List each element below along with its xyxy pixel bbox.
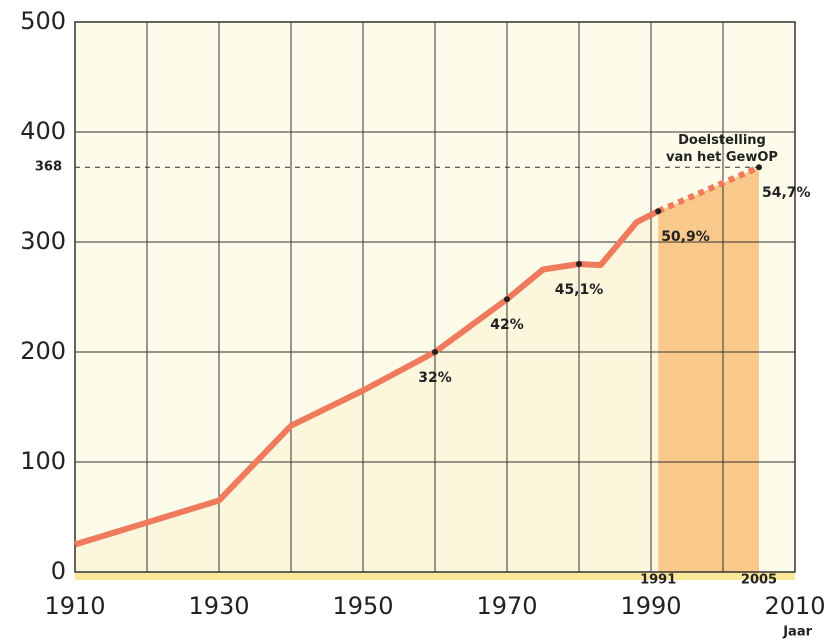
line	[656, 164, 761, 214]
plot-frame	[74, 21, 796, 573]
target-annotation: Doelstelling van het GewOP	[666, 133, 778, 165]
x-tick-label: 1970	[476, 592, 537, 620]
annotation-label: 45,1%	[555, 282, 604, 298]
annotation-label: 42%	[490, 317, 524, 333]
target-label: 368	[35, 160, 62, 175]
annotation-point	[756, 164, 762, 171]
annotation-point	[576, 261, 582, 267]
y-tick-label: 200	[20, 337, 66, 365]
x-tick-label: 2010	[764, 592, 825, 620]
highlight-label: 2005	[741, 573, 777, 588]
annotation-label: 50,9%	[661, 229, 710, 245]
y-tick-label: 300	[20, 227, 66, 255]
area	[658, 167, 759, 572]
x-tick-label: 1930	[188, 592, 249, 620]
highlight-label: 1991	[640, 573, 676, 588]
annotation-point	[504, 296, 510, 303]
axis-band	[75, 572, 795, 580]
y-tick-label: 500	[20, 7, 66, 35]
y-tick-label: 0	[51, 557, 66, 585]
x-tick-label: 1950	[332, 592, 393, 620]
annotation-point	[655, 208, 662, 215]
annotation-label: 54,7%	[762, 185, 811, 201]
x-tick-label: 1910	[44, 592, 105, 620]
y-tick-label: 400	[20, 117, 66, 145]
y-tick-label: 100	[20, 447, 66, 475]
annotation-point	[432, 349, 438, 355]
x-axis-label: Jaar	[782, 625, 812, 640]
annotation-label: 32%	[418, 370, 452, 386]
x-tick-label: 1990	[620, 592, 681, 620]
